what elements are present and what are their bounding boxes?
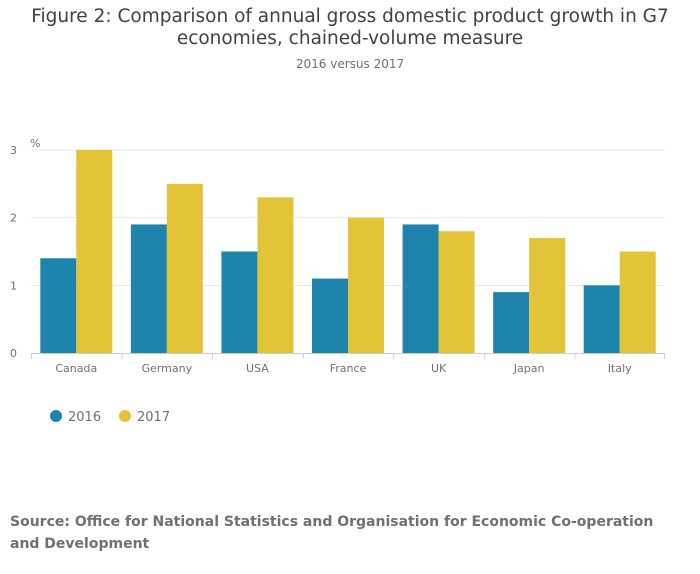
bar-2016-usa <box>221 251 258 353</box>
bar-2017-france <box>348 217 384 353</box>
bar-2017-italy <box>619 251 656 353</box>
x-tick-label: Germany <box>142 362 193 375</box>
x-tick-label: UK <box>431 362 447 375</box>
y-tick-label: 3 <box>10 144 17 157</box>
legend: 2016 2017 <box>50 410 170 425</box>
x-tick-label: Japan <box>513 362 545 375</box>
bar-2016-uk <box>402 224 439 353</box>
bar-2016-canada <box>40 258 77 353</box>
bar-2017-germany <box>166 183 203 353</box>
y-tick-label: 0 <box>10 347 17 360</box>
bar-2016-france <box>312 278 348 353</box>
bar-2017-usa <box>257 197 294 353</box>
bars <box>40 150 656 353</box>
legend-marker-2017 <box>119 410 131 422</box>
bar-2016-italy <box>583 285 620 353</box>
axes: 0 1 2 3% Canada Germany USA France UK Japan Italy <box>10 137 665 375</box>
source-note: Source: Office for National Statistics a… <box>10 514 654 552</box>
bar-2017-uk <box>438 231 475 353</box>
x-tick-label: Canada <box>55 362 97 375</box>
y-tick-label: 2 <box>10 212 17 225</box>
x-tick-label: France <box>330 362 367 375</box>
y-tick-label: 1 <box>10 279 17 292</box>
legend-label-2016: 2016 <box>68 410 101 425</box>
legend-marker-2016 <box>50 410 62 422</box>
bar-2016-japan <box>493 292 530 353</box>
bar-2016-germany <box>130 224 167 353</box>
chart-subtitle: 2016 versus 2017 <box>295 57 405 71</box>
bar-2017-japan <box>529 237 566 353</box>
x-tick-label: USA <box>246 362 269 375</box>
x-tick-label: Italy <box>608 362 632 375</box>
legend-label-2017: 2017 <box>137 410 170 425</box>
y-unit-label: % <box>30 137 40 150</box>
bar-2017-canada <box>76 150 113 353</box>
chart-title: Figure 2: Comparison of annual gross dom… <box>31 6 669 49</box>
